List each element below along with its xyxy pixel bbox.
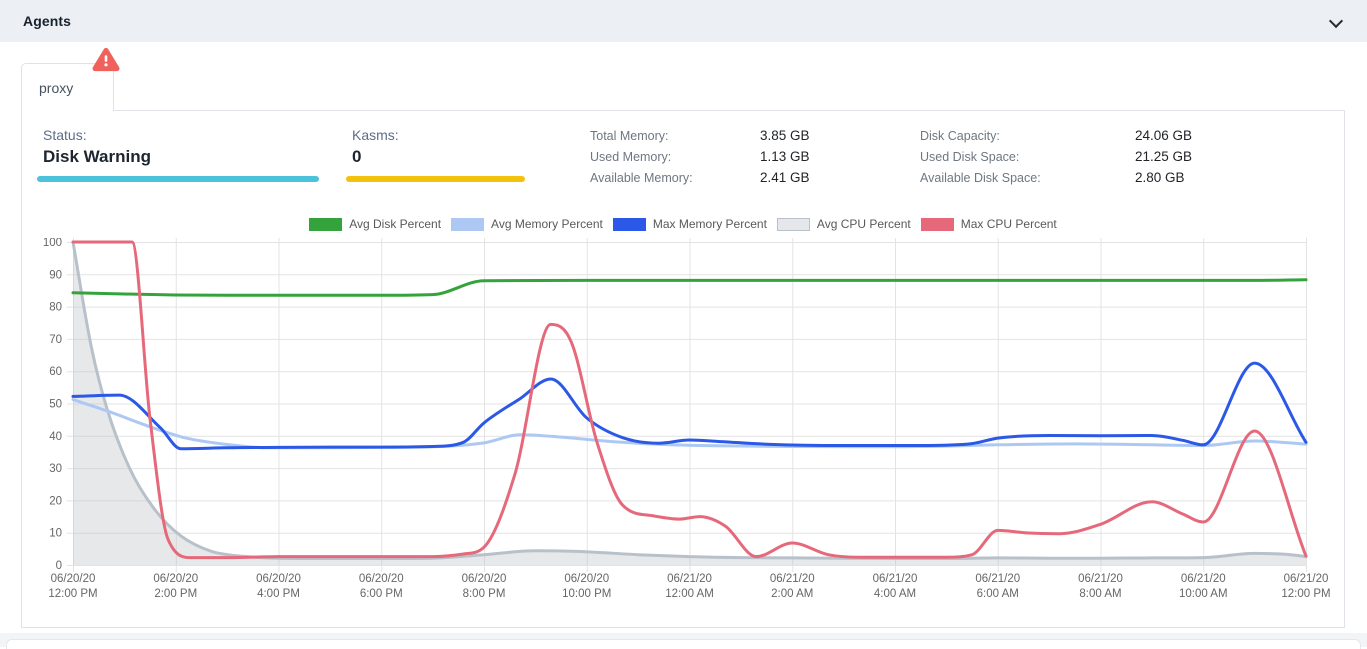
stat-value: 21.25 GB <box>1135 149 1193 164</box>
svg-text:8:00 PM: 8:00 PM <box>463 588 506 600</box>
kasms-block: Kasms: 0 <box>346 127 525 182</box>
svg-text:0: 0 <box>56 560 62 572</box>
legend-label: Avg Disk Percent <box>349 217 442 231</box>
legend-swatch <box>451 217 485 231</box>
stat-row: Available Memory: 2.41 GB <box>590 167 810 188</box>
section-title: Agents <box>23 13 72 29</box>
svg-text:60: 60 <box>49 366 62 378</box>
svg-text:10:00 PM: 10:00 PM <box>562 588 611 600</box>
agents-section-header[interactable]: Agents <box>0 0 1367 42</box>
svg-text:2:00 AM: 2:00 AM <box>771 588 813 600</box>
stat-value: 2.80 GB <box>1135 170 1185 185</box>
axis-labels: 0 10 20 30 40 50 60 70 80 90 100 06/20/20 12:00 PM 06… <box>43 237 1331 600</box>
stat-label: Used Disk Space: <box>920 149 1020 164</box>
svg-text:90: 90 <box>49 269 62 281</box>
stat-label: Used Memory: <box>590 149 672 164</box>
stat-row: Available Disk Space: 2.80 GB <box>920 167 1192 188</box>
svg-text:4:00 PM: 4:00 PM <box>257 588 300 600</box>
stat-label: Available Disk Space: <box>920 170 1041 185</box>
svg-text:06/20/20: 06/20/20 <box>564 573 609 585</box>
kasms-value: 0 <box>352 147 362 166</box>
chart-legend: Avg Disk Percent Avg Memory Percent Max Me… <box>22 216 1344 232</box>
stat-label: Total Memory: <box>590 128 669 143</box>
svg-text:12:00 PM: 12:00 PM <box>1281 588 1330 600</box>
svg-text:100: 100 <box>43 238 62 249</box>
disk-stats: Disk Capacity: 24.06 GB Used Disk Space:… <box>920 125 1192 188</box>
status-block: Status: Disk Warning <box>37 127 319 182</box>
svg-text:70: 70 <box>49 334 62 346</box>
legend-swatch <box>920 217 954 231</box>
kasms-label: Kasms: <box>352 127 399 143</box>
legend-swatch <box>309 217 343 231</box>
svg-text:06/21/20: 06/21/20 <box>1078 573 1123 585</box>
svg-text:50: 50 <box>49 399 62 411</box>
memory-stats: Total Memory: 3.85 GB Used Memory: 1.13 … <box>590 125 810 188</box>
legend-label: Max Memory Percent <box>652 217 767 231</box>
series-line-avg-cpu-percent <box>71 240 1308 560</box>
stat-row: Used Disk Space: 21.25 GB <box>920 146 1192 167</box>
svg-text:80: 80 <box>49 302 62 314</box>
svg-text:8:00 AM: 8:00 AM <box>1079 588 1121 600</box>
svg-text:06/21/20: 06/21/20 <box>975 573 1020 585</box>
svg-text:30: 30 <box>49 463 62 475</box>
svg-text:40: 40 <box>49 431 62 443</box>
svg-text:4:00 AM: 4:00 AM <box>874 588 916 600</box>
legend-label: Avg CPU Percent <box>816 217 911 231</box>
svg-text:06/21/20: 06/21/20 <box>1284 573 1329 585</box>
stat-value: 2.41 GB <box>760 170 810 185</box>
status-underline <box>37 176 319 182</box>
svg-text:12:00 AM: 12:00 AM <box>665 588 714 600</box>
svg-text:10:00 AM: 10:00 AM <box>1179 588 1228 600</box>
svg-text:06/20/20: 06/20/20 <box>359 573 404 585</box>
svg-text:06/21/20: 06/21/20 <box>873 573 918 585</box>
series-line-max-memory-percent <box>71 361 1308 451</box>
stat-label: Disk Capacity: <box>920 128 1000 143</box>
stat-label: Available Memory: <box>590 170 693 185</box>
usage-chart[interactable]: 0 10 20 30 40 50 60 70 80 90 100 06/20/20 12:00 PM 06… <box>22 237 1344 618</box>
svg-text:06/21/20: 06/21/20 <box>667 573 712 585</box>
legend-swatch <box>776 217 810 231</box>
chart-grid <box>67 238 1307 572</box>
series-line-avg-disk-percent <box>71 278 1308 297</box>
svg-text:06/20/20: 06/20/20 <box>462 573 507 585</box>
legend-item-avg-cpu-percent[interactable]: Avg CPU Percent <box>776 217 911 231</box>
legend-swatch <box>612 217 646 231</box>
stat-value: 1.13 GB <box>760 149 810 164</box>
legend-item-max-memory-percent[interactable]: Max Memory Percent <box>612 217 767 231</box>
tab-proxy-label: proxy <box>39 79 74 96</box>
svg-text:20: 20 <box>49 495 62 507</box>
legend-item-avg-disk-percent[interactable]: Avg Disk Percent <box>309 217 441 231</box>
svg-text:06/21/20: 06/21/20 <box>770 573 815 585</box>
series-line-max-cpu-percent <box>71 240 1308 560</box>
stat-value: 24.06 GB <box>1135 128 1193 143</box>
svg-text:10: 10 <box>49 528 62 540</box>
next-card-top-edge <box>6 639 1361 649</box>
svg-text:2:00 PM: 2:00 PM <box>154 588 197 600</box>
legend-label: Avg Memory Percent <box>491 217 603 231</box>
agent-detail-panel: Status: Disk Warning Kasms: 0 Total Memo… <box>21 110 1345 628</box>
svg-text:06/21/20: 06/21/20 <box>1181 573 1226 585</box>
series-line-avg-memory-percent <box>71 398 1308 450</box>
chevron-down-icon[interactable] <box>1331 16 1342 27</box>
svg-text:6:00 AM: 6:00 AM <box>977 588 1019 600</box>
status-value: Disk Warning <box>43 147 151 166</box>
svg-text:6:00 PM: 6:00 PM <box>360 588 403 600</box>
svg-text:06/20/20: 06/20/20 <box>153 573 198 585</box>
stat-row: Total Memory: 3.85 GB <box>590 125 810 146</box>
warning-icon <box>92 47 120 73</box>
svg-text:12:00 PM: 12:00 PM <box>48 588 97 600</box>
svg-text:06/20/20: 06/20/20 <box>256 573 301 585</box>
svg-text:06/20/20: 06/20/20 <box>51 573 96 585</box>
legend-item-max-cpu-percent[interactable]: Max CPU Percent <box>920 217 1057 231</box>
stat-value: 3.85 GB <box>760 128 810 143</box>
stat-row: Used Memory: 1.13 GB <box>590 146 810 167</box>
legend-label: Max CPU Percent <box>960 217 1057 231</box>
usage-chart-svg: 0 10 20 30 40 50 60 70 80 90 100 06/20/20 12:00 PM 06… <box>43 237 1331 600</box>
stat-row: Disk Capacity: 24.06 GB <box>920 125 1192 146</box>
kasms-underline <box>346 176 525 182</box>
status-label: Status: <box>43 127 87 143</box>
legend-item-avg-memory-percent[interactable]: Avg Memory Percent <box>451 217 603 231</box>
agent-card: proxy Status: Disk Warning Kasms: 0 Tota… <box>21 47 1345 628</box>
